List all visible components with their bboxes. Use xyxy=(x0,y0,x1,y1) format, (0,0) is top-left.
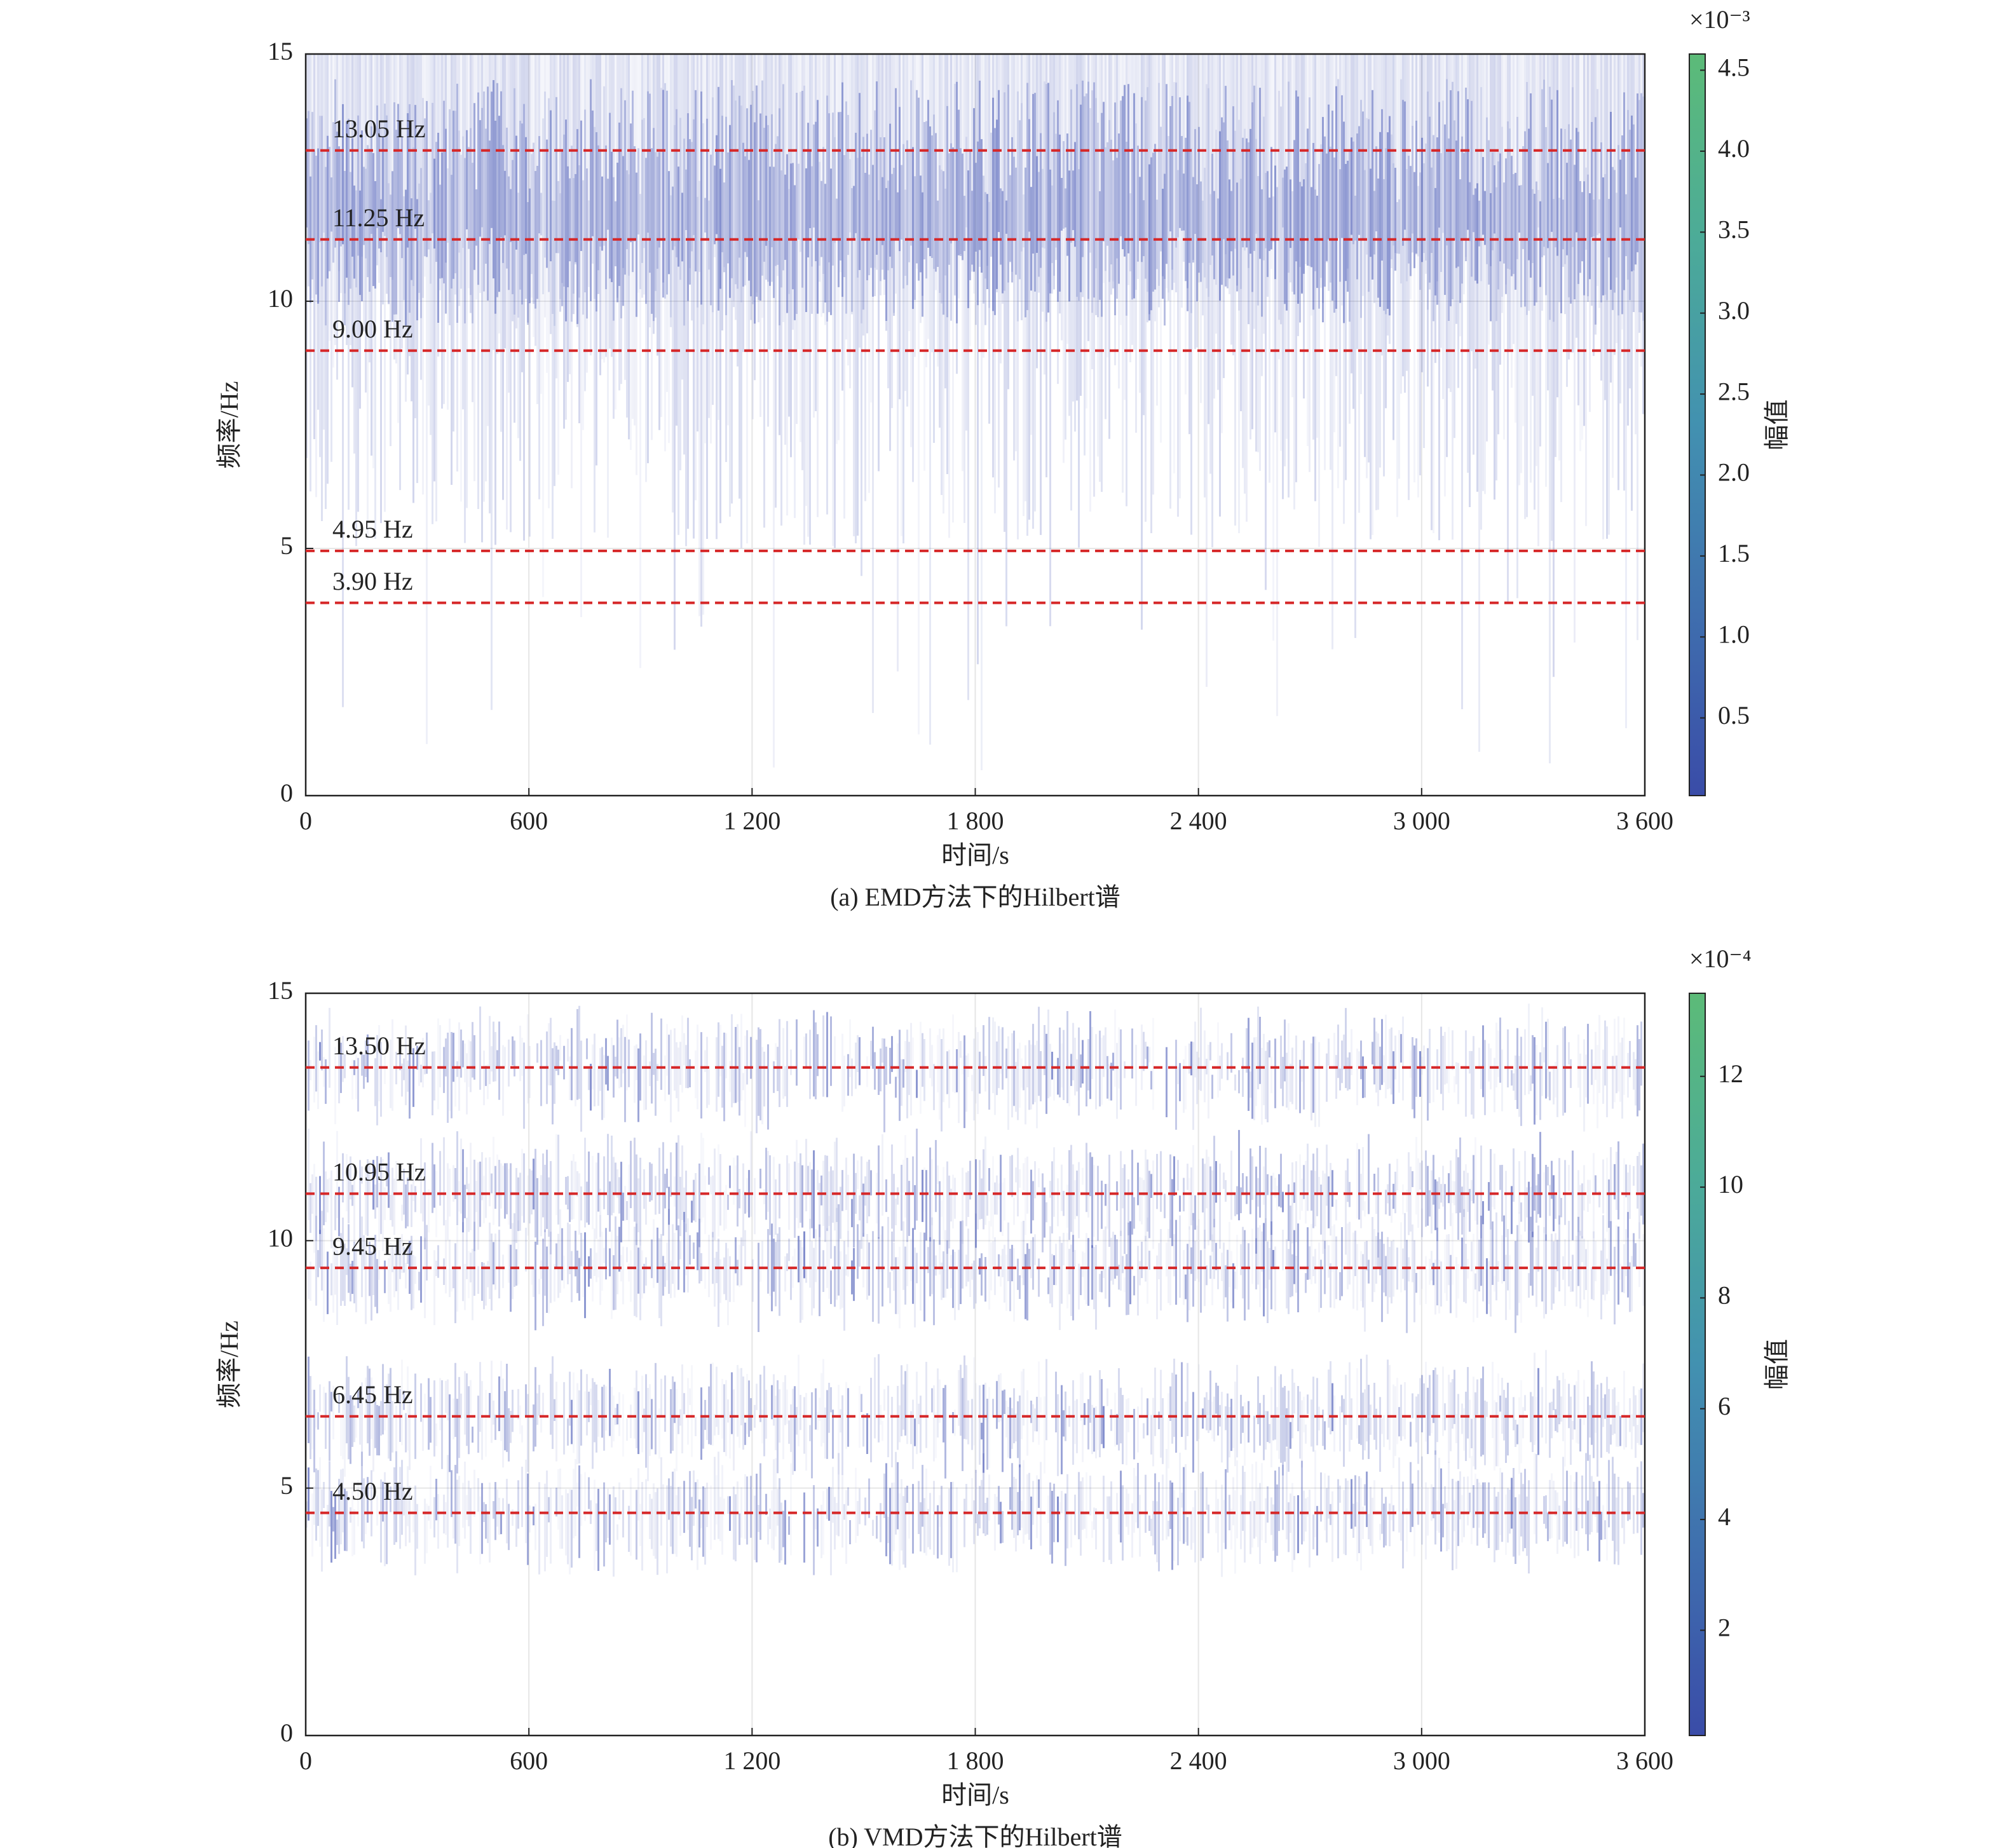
colorbar xyxy=(1689,993,1706,1736)
colorbar xyxy=(1689,53,1706,796)
colorbar-tick-label: 0.5 xyxy=(1718,701,1750,730)
y-tick-label: 5 xyxy=(280,531,293,560)
reference-label: 9.45 Hz xyxy=(332,1232,413,1260)
x-axis-label: 时间/s xyxy=(941,841,1009,869)
x-tick-label: 3 000 xyxy=(1393,1746,1450,1775)
spectrum-texture xyxy=(306,54,1645,771)
y-axis-label: 频率/Hz xyxy=(215,381,243,469)
colorbar-tick-label: 10 xyxy=(1718,1170,1743,1199)
reference-label: 3.90 Hz xyxy=(332,567,413,595)
reference-label: 10.95 Hz xyxy=(332,1158,426,1186)
colorbar-tick-label: 8 xyxy=(1718,1281,1731,1310)
panel: 0 600 1 200 1 800 2 400 3 000 3 600 0 5 10 15 13.05… xyxy=(215,5,1791,911)
colorbar-tick-label: 3.0 xyxy=(1718,296,1750,325)
x-tick-label: 0 xyxy=(299,806,312,835)
y-tick-label: 15 xyxy=(268,976,293,1005)
caption: (a) EMD方法下的Hilbert谱 xyxy=(830,883,1120,911)
spectrum-texture xyxy=(306,1003,1645,1577)
reference-label: 6.45 Hz xyxy=(332,1380,413,1409)
x-tick-label: 600 xyxy=(510,806,548,835)
y-tick-label: 0 xyxy=(280,1718,293,1747)
x-tick-label: 1 200 xyxy=(723,806,780,835)
colorbar-tick-label: 4.0 xyxy=(1718,134,1750,163)
colorbar-tick-label: 2 xyxy=(1718,1614,1731,1642)
colorbar-label: 幅值 xyxy=(1762,400,1791,451)
x-tick-label: 3 600 xyxy=(1616,1746,1673,1775)
x-tick-label: 1 800 xyxy=(947,806,1004,835)
x-tick-label: 1 200 xyxy=(723,1746,780,1775)
colorbar-tick-label: 2.5 xyxy=(1718,377,1750,405)
y-tick-label: 10 xyxy=(268,1224,293,1253)
x-tick-label: 3 600 xyxy=(1616,806,1673,835)
caption: (b) VMD方法下的Hilbert谱 xyxy=(828,1823,1122,1848)
colorbar-tick-label: 1.5 xyxy=(1718,539,1750,567)
reference-label: 13.50 Hz xyxy=(332,1031,426,1060)
y-tick-label: 15 xyxy=(268,37,293,65)
x-tick-label: 1 800 xyxy=(947,1746,1004,1775)
colorbar-tick-label: 3.5 xyxy=(1718,215,1750,243)
x-tick-label: 2 400 xyxy=(1170,1746,1227,1775)
x-tick-label: 0 xyxy=(299,1746,312,1775)
colorbar-tick-label: 2.0 xyxy=(1718,458,1750,487)
colorbar-scale: ×10⁻³ xyxy=(1689,5,1750,34)
colorbar-label: 幅值 xyxy=(1762,1339,1791,1390)
colorbar-tick-label: 4 xyxy=(1718,1502,1731,1531)
reference-label: 9.00 Hz xyxy=(332,315,413,343)
reference-label: 13.05 Hz xyxy=(332,114,426,143)
y-tick-label: 10 xyxy=(268,284,293,313)
reference-label: 11.25 Hz xyxy=(332,203,425,232)
y-tick-label: 5 xyxy=(280,1471,293,1500)
colorbar-tick-label: 4.5 xyxy=(1718,53,1750,82)
colorbar-tick-label: 1.0 xyxy=(1718,620,1750,648)
reference-label: 4.95 Hz xyxy=(332,515,413,543)
colorbar-tick-label: 12 xyxy=(1718,1059,1743,1088)
colorbar-tick-label: 6 xyxy=(1718,1392,1731,1420)
y-tick-label: 0 xyxy=(280,778,293,807)
reference-label: 4.50 Hz xyxy=(332,1477,413,1505)
x-tick-label: 600 xyxy=(510,1746,548,1775)
x-tick-label: 3 000 xyxy=(1393,806,1450,835)
colorbar-scale: ×10⁻⁴ xyxy=(1689,944,1752,973)
y-axis-label: 频率/Hz xyxy=(215,1321,243,1408)
panel: 0 600 1 200 1 800 2 400 3 000 3 600 0 5 10 15 13.50… xyxy=(215,944,1791,1848)
x-tick-label: 2 400 xyxy=(1170,806,1227,835)
x-axis-label: 时间/s xyxy=(941,1781,1009,1809)
